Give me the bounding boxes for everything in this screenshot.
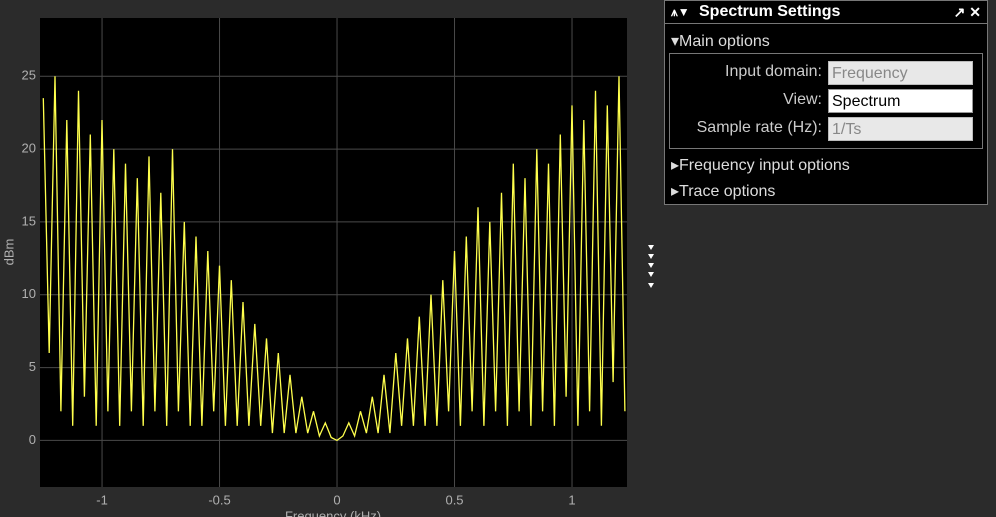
chart: dBm Frequency (kHz) 0 5 10 15 20 25 -1 -0.5 0 0.5…	[1, 18, 627, 517]
field-label: Sample rate (Hz):	[696, 119, 822, 136]
more-icon[interactable]	[648, 283, 654, 288]
panel-header: ⩚▼ Spectrum Settings ↗ ✕	[665, 1, 987, 24]
y-tick-label: 15	[22, 213, 36, 228]
y-tick-label: 25	[22, 68, 36, 83]
y-tick-label: 0	[29, 432, 36, 447]
plot-area	[40, 18, 627, 487]
section-title: Main options	[679, 33, 770, 50]
more-icon[interactable]	[648, 263, 654, 268]
y-tick-label: 5	[29, 359, 36, 374]
field: Sample rate (Hz): 1/Ts	[670, 115, 982, 141]
x-tick-label: 0.5	[445, 492, 463, 507]
section-header[interactable]: ▸Trace options	[671, 183, 776, 200]
field: View: Spectrum	[670, 87, 982, 113]
field-label: View:	[783, 91, 822, 108]
text-field: 1/Ts	[828, 117, 973, 141]
more-icon[interactable]	[648, 245, 654, 250]
dropdown: Frequency	[828, 61, 973, 85]
trace	[42, 76, 626, 442]
x-tick-label: -1	[96, 492, 108, 507]
section-title: Frequency input options	[679, 157, 850, 174]
x-axis-label: Frequency (kHz)	[285, 508, 381, 517]
y-tick-label: 10	[22, 286, 36, 301]
x-tick-label: -0.5	[208, 492, 230, 507]
settings-panel: ⩚▼ Spectrum Settings ↗ ✕ ▾Main options I…	[664, 0, 988, 205]
dropdown[interactable]: Spectrum	[828, 89, 973, 113]
y-axis-label: dBm	[1, 239, 16, 266]
more-icon[interactable]	[648, 254, 654, 259]
field: Input domain: Frequency	[670, 59, 982, 85]
pin-icon[interactable]: ⩚▼	[671, 5, 690, 19]
y-tick-label: 20	[22, 141, 36, 156]
options-box: Input domain: Frequency View: Spectrum Sam…	[669, 53, 983, 149]
x-tick-label: 0	[333, 492, 340, 507]
field-label: Input domain:	[725, 63, 822, 80]
more-icon[interactable]	[648, 272, 654, 277]
section-header[interactable]: ▾Main options	[671, 33, 770, 50]
x-tick-label: 1	[568, 492, 575, 507]
section-header[interactable]: ▸Frequency input options	[671, 157, 850, 174]
section-title: Trace options	[679, 183, 776, 200]
panel-title: Spectrum Settings	[699, 3, 841, 20]
close-icon[interactable]: ↗ ✕	[953, 4, 981, 20]
